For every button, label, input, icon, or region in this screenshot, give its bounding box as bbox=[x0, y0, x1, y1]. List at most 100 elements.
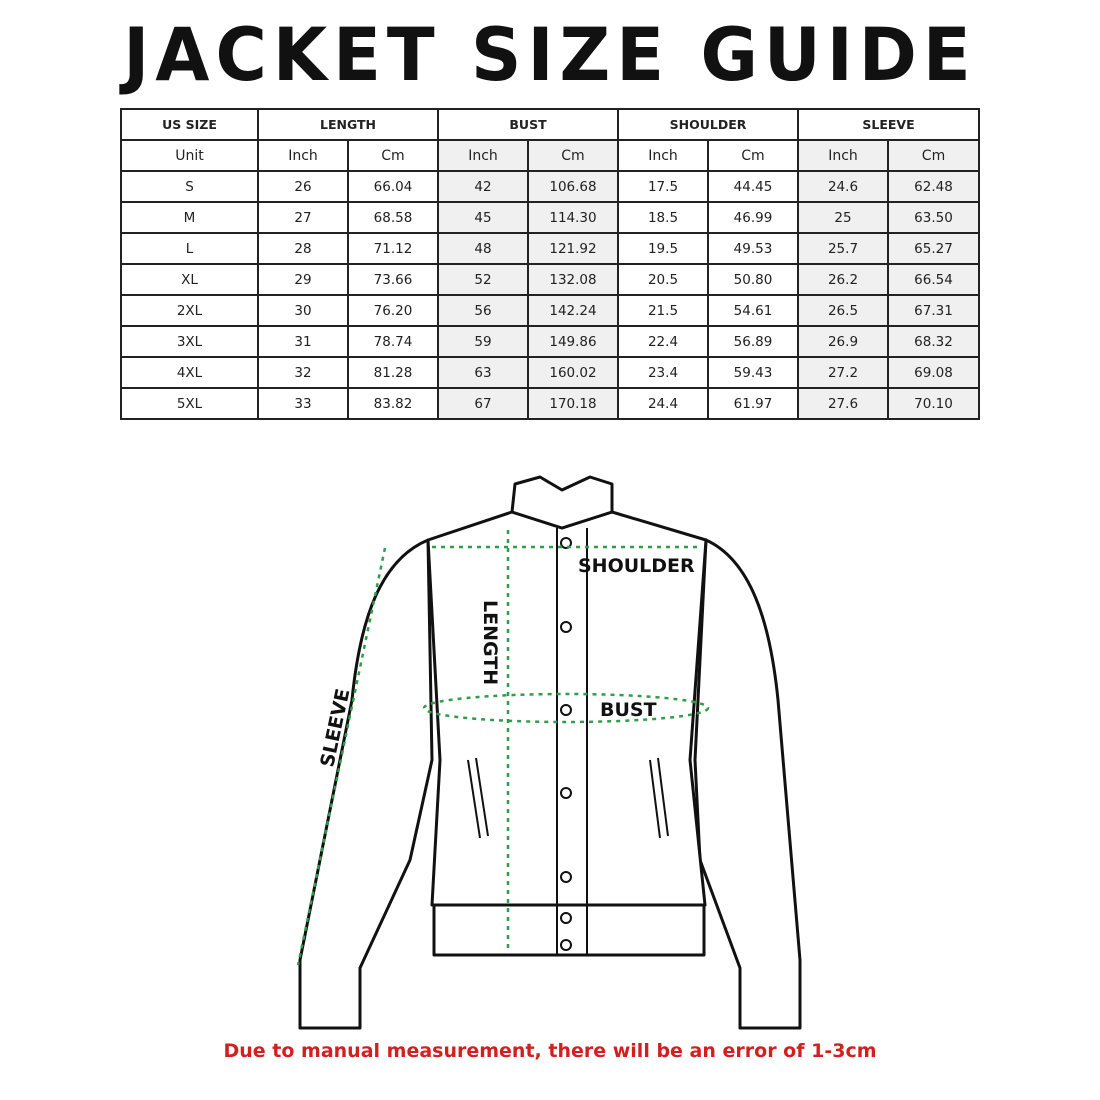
measurement-note: Due to manual measurement, there will be… bbox=[223, 1040, 877, 1062]
size-cell: 5XL bbox=[120, 387, 259, 420]
value-cell: 48 bbox=[437, 232, 529, 265]
table-row: L 28 71.12 48 121.92 19.5 49.53 25.7 65.27 bbox=[120, 232, 981, 265]
table-row: 3XL 31 78.74 59 149.86 22.4 56.89 26.9 68.32 bbox=[120, 325, 981, 358]
value-cell: 27.2 bbox=[797, 356, 889, 389]
value-cell: 149.86 bbox=[527, 325, 619, 358]
value-cell: 32 bbox=[257, 356, 349, 389]
value-cell: 54.61 bbox=[707, 294, 799, 327]
value-cell: 63 bbox=[437, 356, 529, 389]
value-cell: 28 bbox=[257, 232, 349, 265]
value-cell: 27.6 bbox=[797, 387, 889, 420]
value-cell: 121.92 bbox=[527, 232, 619, 265]
header-cell: SHOULDER bbox=[617, 108, 799, 141]
value-cell: 61.97 bbox=[707, 387, 799, 420]
value-cell: 24.6 bbox=[797, 170, 889, 203]
value-cell: 19.5 bbox=[617, 232, 709, 265]
value-cell: 26.9 bbox=[797, 325, 889, 358]
header-cell: LENGTH bbox=[257, 108, 439, 141]
value-cell: 71.12 bbox=[347, 232, 439, 265]
size-cell: XL bbox=[120, 263, 259, 296]
size-table: US SIZE LENGTH BUST SHOULDER SLEEVE Unit Inch C… bbox=[120, 108, 981, 420]
size-cell: 2XL bbox=[120, 294, 259, 327]
header-cell: SLEEVE bbox=[796, 108, 981, 141]
unit-cell: Unit bbox=[120, 139, 259, 172]
value-cell: 59.43 bbox=[707, 356, 799, 389]
header-cell: US SIZE bbox=[120, 108, 259, 141]
value-cell: 31 bbox=[257, 325, 349, 358]
unit-cell: Inch bbox=[617, 139, 709, 172]
table-header-row: US SIZE LENGTH BUST SHOULDER SLEEVE bbox=[120, 108, 981, 141]
measure-lines bbox=[296, 530, 710, 966]
unit-cell: Cm bbox=[707, 139, 799, 172]
size-cell: L bbox=[120, 232, 259, 265]
value-cell: 106.68 bbox=[527, 170, 619, 203]
value-cell: 70.10 bbox=[886, 387, 981, 420]
value-cell: 21.5 bbox=[617, 294, 709, 327]
bust-label: BUST bbox=[600, 699, 657, 721]
length-label: LENGTH bbox=[479, 600, 501, 685]
value-cell: 25 bbox=[797, 201, 889, 234]
value-cell: 26 bbox=[257, 170, 349, 203]
size-cell: M bbox=[120, 201, 259, 234]
value-cell: 132.08 bbox=[527, 263, 619, 296]
value-cell: 20.5 bbox=[617, 263, 709, 296]
value-cell: 33 bbox=[257, 387, 349, 420]
page-title: JACKET SIZE GUIDE bbox=[123, 11, 977, 99]
value-cell: 142.24 bbox=[527, 294, 619, 327]
size-cell: 4XL bbox=[120, 356, 259, 389]
unit-row: Unit Inch Cm Inch Cm Inch Cm Inch Cm bbox=[120, 139, 981, 172]
value-cell: 81.28 bbox=[347, 356, 439, 389]
value-cell: 24.4 bbox=[617, 387, 709, 420]
unit-cell: Cm bbox=[886, 139, 981, 172]
size-cell: S bbox=[120, 170, 259, 203]
shoulder-label: SHOULDER bbox=[578, 555, 695, 577]
table-row: S 26 66.04 42 106.68 17.5 44.45 24.6 62.48 bbox=[120, 170, 981, 203]
value-cell: 66.04 bbox=[347, 170, 439, 203]
value-cell: 50.80 bbox=[707, 263, 799, 296]
value-cell: 29 bbox=[257, 263, 349, 296]
value-cell: 66.54 bbox=[886, 263, 981, 296]
value-cell: 17.5 bbox=[617, 170, 709, 203]
value-cell: 56 bbox=[437, 294, 529, 327]
value-cell: 18.5 bbox=[617, 201, 709, 234]
value-cell: 65.27 bbox=[886, 232, 981, 265]
table-row: XL 29 73.66 52 132.08 20.5 50.80 26.2 66.54 bbox=[120, 263, 981, 296]
value-cell: 22.4 bbox=[617, 325, 709, 358]
jacket-outline bbox=[298, 475, 802, 1030]
value-cell: 76.20 bbox=[347, 294, 439, 327]
value-cell: 68.58 bbox=[347, 201, 439, 234]
value-cell: 83.82 bbox=[347, 387, 439, 420]
value-cell: 30 bbox=[257, 294, 349, 327]
header-cell: BUST bbox=[437, 108, 619, 141]
value-cell: 114.30 bbox=[527, 201, 619, 234]
value-cell: 44.45 bbox=[707, 170, 799, 203]
value-cell: 46.99 bbox=[707, 201, 799, 234]
unit-cell: Inch bbox=[437, 139, 529, 172]
value-cell: 27 bbox=[257, 201, 349, 234]
value-cell: 73.66 bbox=[347, 263, 439, 296]
value-cell: 26.2 bbox=[797, 263, 889, 296]
jacket-diagram: SHOULDER BUST LENGTH SLEEVE bbox=[296, 475, 802, 1030]
value-cell: 56.89 bbox=[707, 325, 799, 358]
value-cell: 67.31 bbox=[886, 294, 981, 327]
size-cell: 3XL bbox=[120, 325, 259, 358]
value-cell: 59 bbox=[437, 325, 529, 358]
value-cell: 23.4 bbox=[617, 356, 709, 389]
table-row: M 27 68.58 45 114.30 18.5 46.99 25 63.50 bbox=[120, 201, 981, 234]
sleeve-measure bbox=[296, 547, 387, 966]
value-cell: 42 bbox=[437, 170, 529, 203]
value-cell: 69.08 bbox=[886, 356, 981, 389]
unit-cell: Inch bbox=[797, 139, 889, 172]
value-cell: 68.32 bbox=[886, 325, 981, 358]
value-cell: 67 bbox=[437, 387, 529, 420]
value-cell: 63.50 bbox=[886, 201, 981, 234]
table-row: 4XL 32 81.28 63 160.02 23.4 59.43 27.2 69.08 bbox=[120, 356, 981, 389]
value-cell: 62.48 bbox=[886, 170, 981, 203]
unit-cell: Cm bbox=[527, 139, 619, 172]
bust-measure bbox=[422, 692, 710, 724]
value-cell: 160.02 bbox=[527, 356, 619, 389]
value-cell: 170.18 bbox=[527, 387, 619, 420]
value-cell: 25.7 bbox=[797, 232, 889, 265]
unit-cell: Cm bbox=[347, 139, 439, 172]
value-cell: 78.74 bbox=[347, 325, 439, 358]
